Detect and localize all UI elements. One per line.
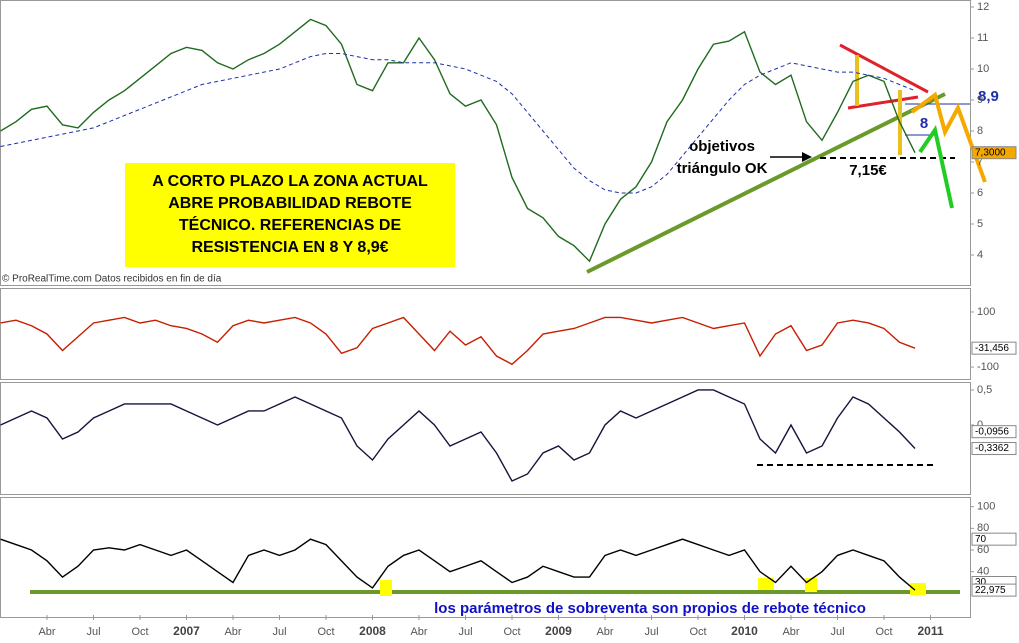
y-tick-label: 12 <box>977 1 989 13</box>
y-tick-label: 8 <box>977 125 983 137</box>
highlight <box>758 578 774 590</box>
x-tick-label: Oct <box>875 626 892 638</box>
x-tick-label: 2009 <box>545 624 572 638</box>
triangle-line <box>839 43 929 94</box>
y-tick-label: 9 <box>977 94 983 106</box>
series-line <box>0 53 916 194</box>
value-marker-label: 22,975 <box>975 585 1006 596</box>
box-line: TÉCNICO. REFERENCIAS DE <box>179 215 402 234</box>
x-tick-label: Jul <box>830 626 844 638</box>
drawings <box>30 43 987 596</box>
value-marker <box>971 583 1017 597</box>
x-tick-label: Oct <box>131 626 148 638</box>
x-tick-label: 2011 <box>917 624 943 638</box>
value-marker-label: 30 <box>975 577 987 588</box>
y-tick-label: 0 <box>977 419 983 431</box>
series-line <box>0 389 916 482</box>
x-tick-label: Abr <box>596 626 613 638</box>
y-tick-label: 80 <box>977 522 989 534</box>
y-tick-label: 6 <box>977 187 983 199</box>
value-marker-label: -0,0956 <box>975 426 1009 437</box>
x-tick-label: Jul <box>458 626 472 638</box>
scenario <box>918 125 954 209</box>
y-tick-label: -100 <box>977 361 999 373</box>
value-marker <box>971 425 1017 439</box>
box-line: A CORTO PLAZO LA ZONA ACTUAL <box>152 173 428 190</box>
value-marker-label: 7,3000 <box>975 147 1006 158</box>
x-tick-label: 2010 <box>731 624 758 638</box>
x-tick-label: Jul <box>644 626 658 638</box>
x-tick-label: Oct <box>317 626 334 638</box>
annotation: los parámetros de sobreventa son propios… <box>434 600 866 617</box>
note-box <box>125 163 455 267</box>
value-marker-label: -0,3362 <box>975 443 1009 454</box>
highlight <box>910 583 926 595</box>
note: 8 <box>920 115 928 132</box>
y-tick-label: 40 <box>977 566 989 578</box>
note: 8,9 <box>978 88 999 105</box>
value-marker-label: -31,456 <box>975 343 1009 354</box>
value-marker-label: 70 <box>975 534 987 545</box>
y-tick-label: 100 <box>977 306 995 318</box>
note: triángulo OK <box>677 160 768 177</box>
series-line <box>0 538 916 591</box>
x-tick-label: Oct <box>689 626 706 638</box>
x-tick-label: 2007 <box>173 624 200 638</box>
macd-frame <box>0 382 971 495</box>
x-tick-label: 2008 <box>359 624 386 638</box>
triangle-line <box>847 95 919 110</box>
x-tick-label: Abr <box>782 626 799 638</box>
x-tick-label: Abr <box>38 626 55 638</box>
y-tick-label: 5 <box>977 218 983 230</box>
y-tick-label: 100 <box>977 501 995 513</box>
trendline <box>586 92 946 274</box>
arrow-head <box>802 152 812 162</box>
value-marker <box>971 442 1017 456</box>
y-tick-label: 11 <box>977 32 988 44</box>
y-tick-label: 10 <box>977 63 989 75</box>
y-tick-label: 4 <box>977 249 983 261</box>
x-tick-label: Abr <box>224 626 241 638</box>
value-marker <box>971 532 1017 546</box>
highlight <box>380 580 392 596</box>
value-marker <box>971 146 1017 160</box>
box-line: RESISTENCIA EN 8 Y 8,9€ <box>191 239 388 256</box>
frames <box>0 0 971 618</box>
series-line <box>0 316 916 366</box>
note: 7,15€ <box>849 162 887 179</box>
x-tick-label: Jul <box>86 626 100 638</box>
scenario <box>910 91 987 183</box>
x-tick-label: Oct <box>503 626 520 638</box>
y-tick-label: 60 <box>977 544 989 556</box>
x-tick-label: Abr <box>410 626 427 638</box>
value-marker <box>971 341 1017 355</box>
x-tick-label: Jul <box>272 626 286 638</box>
y-tick-label: 7 <box>977 156 983 168</box>
box-line: ABRE PROBABILIDAD REBOTE <box>168 195 412 212</box>
y-tick-label: 0,5 <box>977 384 992 396</box>
rsi-frame <box>0 497 971 618</box>
note: objetivos <box>689 138 755 155</box>
osc-frame <box>0 288 971 380</box>
source: © ProRealTime.com Datos recibidos en fin… <box>2 274 222 285</box>
